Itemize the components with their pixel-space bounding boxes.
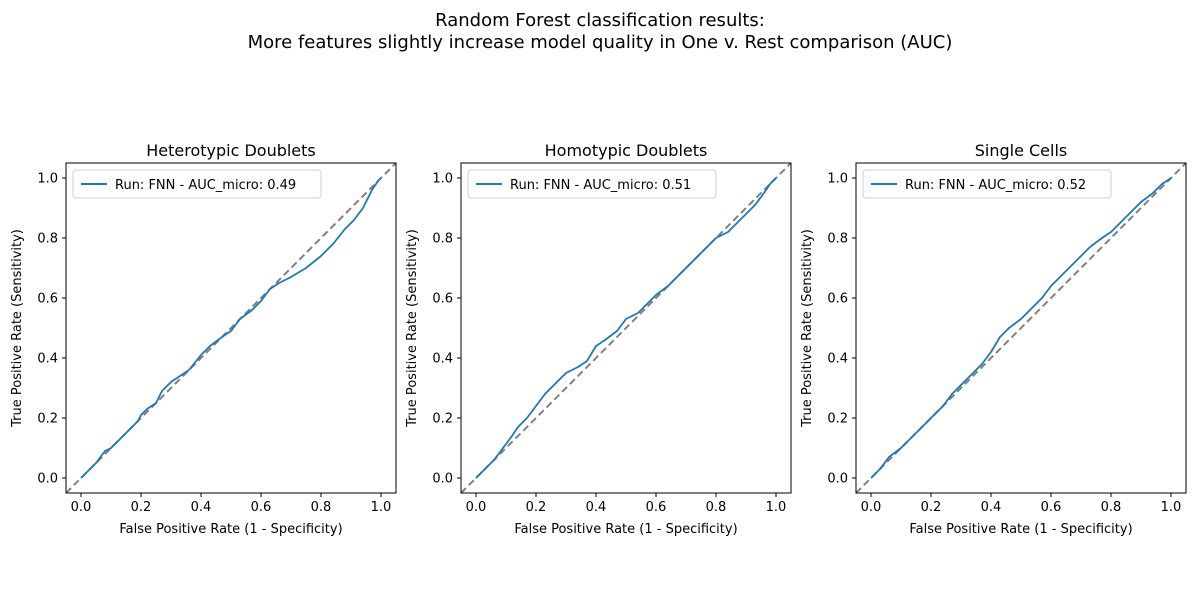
x-tick-label: 0.8 xyxy=(1101,500,1122,515)
roc-curve-line xyxy=(870,177,1172,479)
y-tick-label: 0.0 xyxy=(432,472,453,487)
y-tick-label: 0.4 xyxy=(827,352,848,367)
y-axis-label: True Positive Rate (Sensitivity) xyxy=(405,229,420,428)
y-tick-label: 1.0 xyxy=(827,172,848,187)
legend-label: Run: FNN - AUC_micro: 0.51 xyxy=(510,178,691,193)
y-tick-label: 0.4 xyxy=(37,352,58,367)
y-tick-label: 0.0 xyxy=(37,472,58,487)
x-axis-label: False Positive Rate (1 - Specificity) xyxy=(119,522,342,537)
y-tick-label: 1.0 xyxy=(432,172,453,187)
legend-box xyxy=(862,169,1112,199)
y-tick-label: 0.2 xyxy=(827,412,848,427)
axes-frame xyxy=(65,162,397,494)
y-tick-label: 0.6 xyxy=(37,292,58,307)
roc-curve-line xyxy=(80,177,382,479)
x-axis-label: False Positive Rate (1 - Specificity) xyxy=(909,522,1132,537)
panel-title: Heterotypic Doublets xyxy=(146,141,316,160)
x-tick-label: 0.0 xyxy=(71,500,92,515)
figure-title-line-1: Random Forest classification results: xyxy=(435,10,765,31)
x-tick-label: 0.6 xyxy=(1041,500,1062,515)
legend-box xyxy=(467,169,717,199)
x-tick-label: 0.8 xyxy=(706,500,727,515)
y-tick-label: 0.2 xyxy=(37,412,58,427)
y-tick-label: 0.2 xyxy=(432,412,453,427)
y-axis-label: True Positive Rate (Sensitivity) xyxy=(10,229,25,428)
x-tick-label: 0.2 xyxy=(921,500,942,515)
x-tick-label: 0.6 xyxy=(251,500,272,515)
axes-frame xyxy=(855,162,1187,494)
legend-box xyxy=(72,169,322,199)
y-tick-label: 0.8 xyxy=(37,232,58,247)
x-tick-label: 0.6 xyxy=(646,500,667,515)
x-tick-label: 0.4 xyxy=(191,500,212,515)
x-tick-label: 1.0 xyxy=(766,500,787,515)
figure-title-line-2: More features slightly increase model qu… xyxy=(247,32,953,53)
panel-title: Homotypic Doublets xyxy=(545,141,708,160)
y-tick-label: 0.8 xyxy=(827,232,848,247)
panel-title: Single Cells xyxy=(975,141,1068,160)
legend-label: Run: FNN - AUC_micro: 0.49 xyxy=(115,178,296,193)
y-tick-label: 1.0 xyxy=(37,172,58,187)
x-tick-label: 0.0 xyxy=(466,500,487,515)
x-tick-label: 1.0 xyxy=(1161,500,1182,515)
roc-curve-line xyxy=(475,177,777,479)
x-tick-label: 0.4 xyxy=(981,500,1002,515)
x-tick-label: 0.4 xyxy=(586,500,607,515)
axes-frame xyxy=(460,162,792,494)
y-tick-label: 0.6 xyxy=(827,292,848,307)
y-tick-label: 0.6 xyxy=(432,292,453,307)
reference-diagonal-line xyxy=(461,163,791,493)
y-tick-label: 0.8 xyxy=(432,232,453,247)
legend-label: Run: FNN - AUC_micro: 0.52 xyxy=(905,178,1086,193)
x-tick-label: 0.8 xyxy=(311,500,332,515)
y-tick-label: 0.4 xyxy=(432,352,453,367)
x-tick-label: 1.0 xyxy=(371,500,392,515)
y-axis-label: True Positive Rate (Sensitivity) xyxy=(800,229,815,428)
x-tick-label: 0.0 xyxy=(861,500,882,515)
x-axis-label: False Positive Rate (1 - Specificity) xyxy=(514,522,737,537)
x-tick-label: 0.2 xyxy=(131,500,152,515)
x-tick-label: 0.2 xyxy=(526,500,547,515)
y-tick-label: 0.0 xyxy=(827,472,848,487)
